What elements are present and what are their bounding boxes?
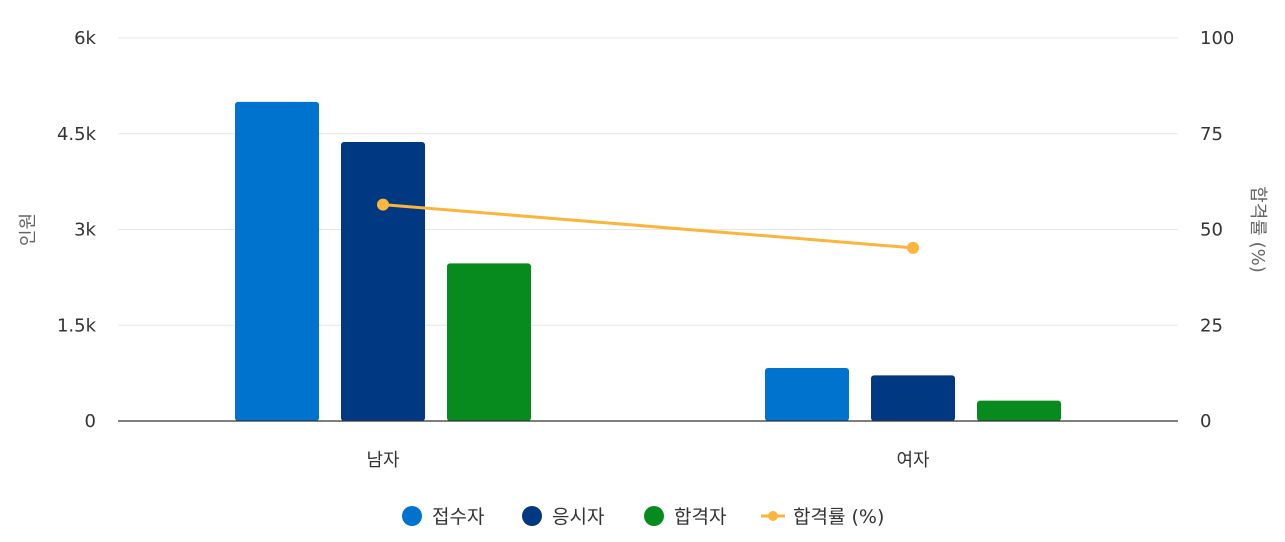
right-tick-label: 25 [1200, 315, 1223, 336]
bar [765, 368, 849, 421]
left-tick-label: 0 [85, 411, 96, 432]
category-labels: 남자 여자 [366, 450, 930, 471]
rate-line [382, 203, 914, 250]
legend-swatch-marker [768, 511, 778, 521]
right-axis-title: 합격률 (%) [1247, 186, 1268, 273]
legend-label: 합격자 [674, 506, 726, 528]
legend-swatch [402, 506, 422, 526]
left-axis-ticks: 0 1.5k 3k 4.5k 6k [57, 28, 97, 432]
left-tick-label: 4.5k [57, 124, 97, 145]
bar [447, 263, 531, 421]
bars [235, 101, 1061, 421]
legend-label: 접수자 [432, 506, 484, 528]
right-tick-label: 0 [1200, 411, 1211, 432]
legend-swatch [522, 506, 542, 526]
legend-label: 합격률 (%) [793, 506, 884, 528]
rate-point [377, 198, 389, 211]
right-tick-label: 100 [1200, 28, 1234, 49]
right-tick-label: 50 [1200, 220, 1223, 241]
bar [341, 142, 425, 421]
line-series [377, 198, 919, 254]
left-tick-label: 3k [74, 220, 96, 241]
left-tick-label: 6k [74, 28, 96, 49]
legend-swatch [644, 506, 664, 526]
right-tick-label: 75 [1200, 124, 1223, 145]
left-axis-title: 인원 [18, 213, 39, 246]
rate-point [907, 241, 919, 254]
category-label: 남자 [366, 450, 400, 471]
category-label: 여자 [896, 450, 930, 471]
right-axis-ticks: 0 25 50 75 100 [1200, 28, 1234, 432]
bar [871, 375, 955, 421]
left-tick-label: 1.5k [57, 315, 97, 336]
legend-label: 응시자 [552, 506, 604, 528]
legend: 접수자 응시자 합격자 합격률 (%) [402, 506, 884, 528]
bar [235, 101, 319, 421]
bar [977, 400, 1061, 421]
